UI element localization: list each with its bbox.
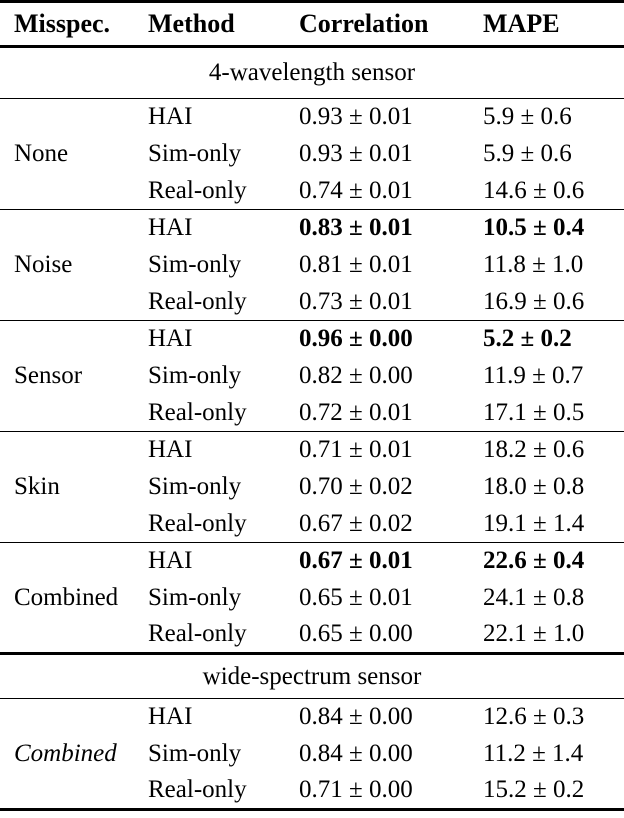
correlation-cell: 0.74 ± 0.01	[299, 176, 413, 204]
method-cell: Real-only	[148, 509, 247, 537]
correlation-cell: 0.70 ± 0.02	[299, 473, 413, 500]
correlation-cell: 0.93 ± 0.01	[299, 103, 413, 131]
correlation-cell: 0.65 ± 0.00	[299, 620, 413, 648]
mape-cell: 10.5 ± 0.4	[483, 214, 585, 242]
table-row: Real-only 0.65 ± 0.00 22.1 ± 1.0	[0, 617, 624, 654]
section-title-4-wavelength: 4-wavelength sensor	[0, 46, 624, 99]
misspec-label-sensor: Sensor	[14, 362, 83, 389]
method-cell: HAI	[148, 325, 193, 353]
correlation-cell: 0.67 ± 0.01	[299, 547, 413, 575]
correlation-cell: 0.73 ± 0.01	[299, 287, 413, 315]
table-row: Real-only 0.72 ± 0.01 17.1 ± 0.5	[0, 395, 624, 432]
table-row: Real-only 0.74 ± 0.01 14.6 ± 0.6	[0, 173, 624, 210]
header-row: Misspec. Method Correlation MAPE	[0, 2, 624, 47]
correlation-cell: 0.81 ± 0.01	[299, 251, 413, 278]
correlation-cell: 0.71 ± 0.00	[299, 776, 413, 804]
col-header-correlation: Correlation	[299, 9, 429, 38]
mape-cell: 22.1 ± 1.0	[483, 620, 585, 648]
method-cell: Sim-only	[148, 584, 242, 611]
misspec-label-skin: Skin	[14, 473, 60, 500]
misspec-label-none: None	[14, 140, 69, 167]
mape-cell: 5.9 ± 0.6	[483, 140, 572, 167]
method-cell: HAI	[148, 703, 193, 731]
mape-cell: 18.0 ± 0.8	[483, 473, 585, 500]
method-cell: Sim-only	[148, 140, 242, 167]
mape-cell: 5.2 ± 0.2	[483, 325, 572, 353]
correlation-cell: 0.72 ± 0.01	[299, 398, 413, 426]
table-row: Real-only 0.73 ± 0.01 16.9 ± 0.6	[0, 284, 624, 321]
table-row: Real-only 0.67 ± 0.02 19.1 ± 1.4	[0, 506, 624, 543]
method-cell: Real-only	[148, 776, 247, 804]
misspec-label-combined-italic: Combined	[14, 739, 117, 767]
mape-cell: 18.2 ± 0.6	[483, 436, 585, 464]
correlation-cell: 0.84 ± 0.00	[299, 740, 413, 767]
method-cell: HAI	[148, 547, 193, 575]
table-row: Combined HAI 0.67 ± 0.01 22.6 ± 0.4	[0, 542, 624, 611]
mape-cell: 5.9 ± 0.6	[483, 103, 572, 131]
table-row: Sim-only 0.82 ± 0.00 11.9 ± 0.7	[0, 358, 624, 395]
method-cell: Real-only	[148, 287, 247, 315]
method-cell: Sim-only	[148, 740, 242, 767]
mape-cell: 12.6 ± 0.3	[483, 703, 585, 731]
table-row: Sim-only 0.70 ± 0.02 18.0 ± 0.8	[0, 469, 624, 506]
mape-cell: 24.1 ± 0.8	[483, 584, 585, 611]
correlation-cell: 0.82 ± 0.00	[299, 362, 413, 389]
misspec-label-combined: Combined	[14, 583, 119, 611]
correlation-cell: 0.96 ± 0.00	[299, 325, 413, 353]
mape-cell: 17.1 ± 0.5	[483, 398, 585, 426]
method-cell: Sim-only	[148, 251, 242, 278]
method-cell: Sim-only	[148, 473, 242, 500]
correlation-cell: 0.83 ± 0.01	[299, 214, 413, 242]
col-header-mape: MAPE	[483, 9, 560, 38]
table-row: Sim-only 0.81 ± 0.01 11.8 ± 1.0	[0, 247, 624, 284]
section-header-row: wide-spectrum sensor	[0, 653, 624, 699]
table-row: Real-only 0.71 ± 0.00 15.2 ± 0.2	[0, 773, 624, 810]
mape-cell: 15.2 ± 0.2	[483, 776, 585, 804]
table-row: Skin HAI 0.71 ± 0.01 18.2 ± 0.6	[0, 431, 624, 500]
table-row: Combined HAI 0.84 ± 0.00 12.6 ± 0.3	[0, 699, 624, 766]
method-cell: Real-only	[148, 398, 247, 426]
misspec-label-noise: Noise	[14, 251, 73, 278]
table-row: Sim-only 0.65 ± 0.01 24.1 ± 0.8	[0, 580, 624, 617]
method-cell: HAI	[148, 214, 193, 242]
correlation-cell: 0.67 ± 0.02	[299, 509, 413, 537]
table-row: Sim-only 0.93 ± 0.01 5.9 ± 0.6	[0, 136, 624, 173]
correlation-cell: 0.84 ± 0.00	[299, 703, 413, 731]
section-header-row: 4-wavelength sensor	[0, 46, 624, 99]
mape-cell: 19.1 ± 1.4	[483, 509, 585, 537]
col-header-method: Method	[148, 9, 235, 38]
col-header-misspec: Misspec.	[14, 9, 111, 38]
table-row: Noise HAI 0.83 ± 0.01 10.5 ± 0.4	[0, 209, 624, 278]
section-title-wide-spectrum: wide-spectrum sensor	[0, 653, 624, 699]
method-cell: Sim-only	[148, 362, 242, 389]
method-cell: Real-only	[148, 176, 247, 204]
table-row: None HAI 0.93 ± 0.01 5.9 ± 0.6	[0, 99, 624, 167]
table-row: Sensor HAI 0.96 ± 0.00 5.2 ± 0.2	[0, 320, 624, 389]
method-cell: HAI	[148, 103, 193, 131]
mape-cell: 11.2 ± 1.4	[483, 740, 584, 767]
correlation-cell: 0.93 ± 0.01	[299, 140, 413, 167]
mape-cell: 16.9 ± 0.6	[483, 287, 585, 315]
mape-cell: 11.8 ± 1.0	[483, 251, 584, 278]
method-cell: HAI	[148, 436, 193, 464]
mape-cell: 22.6 ± 0.4	[483, 547, 585, 575]
table-row: Sim-only 0.84 ± 0.00 11.2 ± 1.4	[0, 736, 624, 773]
mape-cell: 11.9 ± 0.7	[483, 362, 584, 389]
correlation-cell: 0.71 ± 0.01	[299, 436, 413, 464]
method-cell: Real-only	[148, 620, 247, 648]
mape-cell: 14.6 ± 0.6	[483, 176, 585, 204]
correlation-cell: 0.65 ± 0.01	[299, 584, 413, 611]
